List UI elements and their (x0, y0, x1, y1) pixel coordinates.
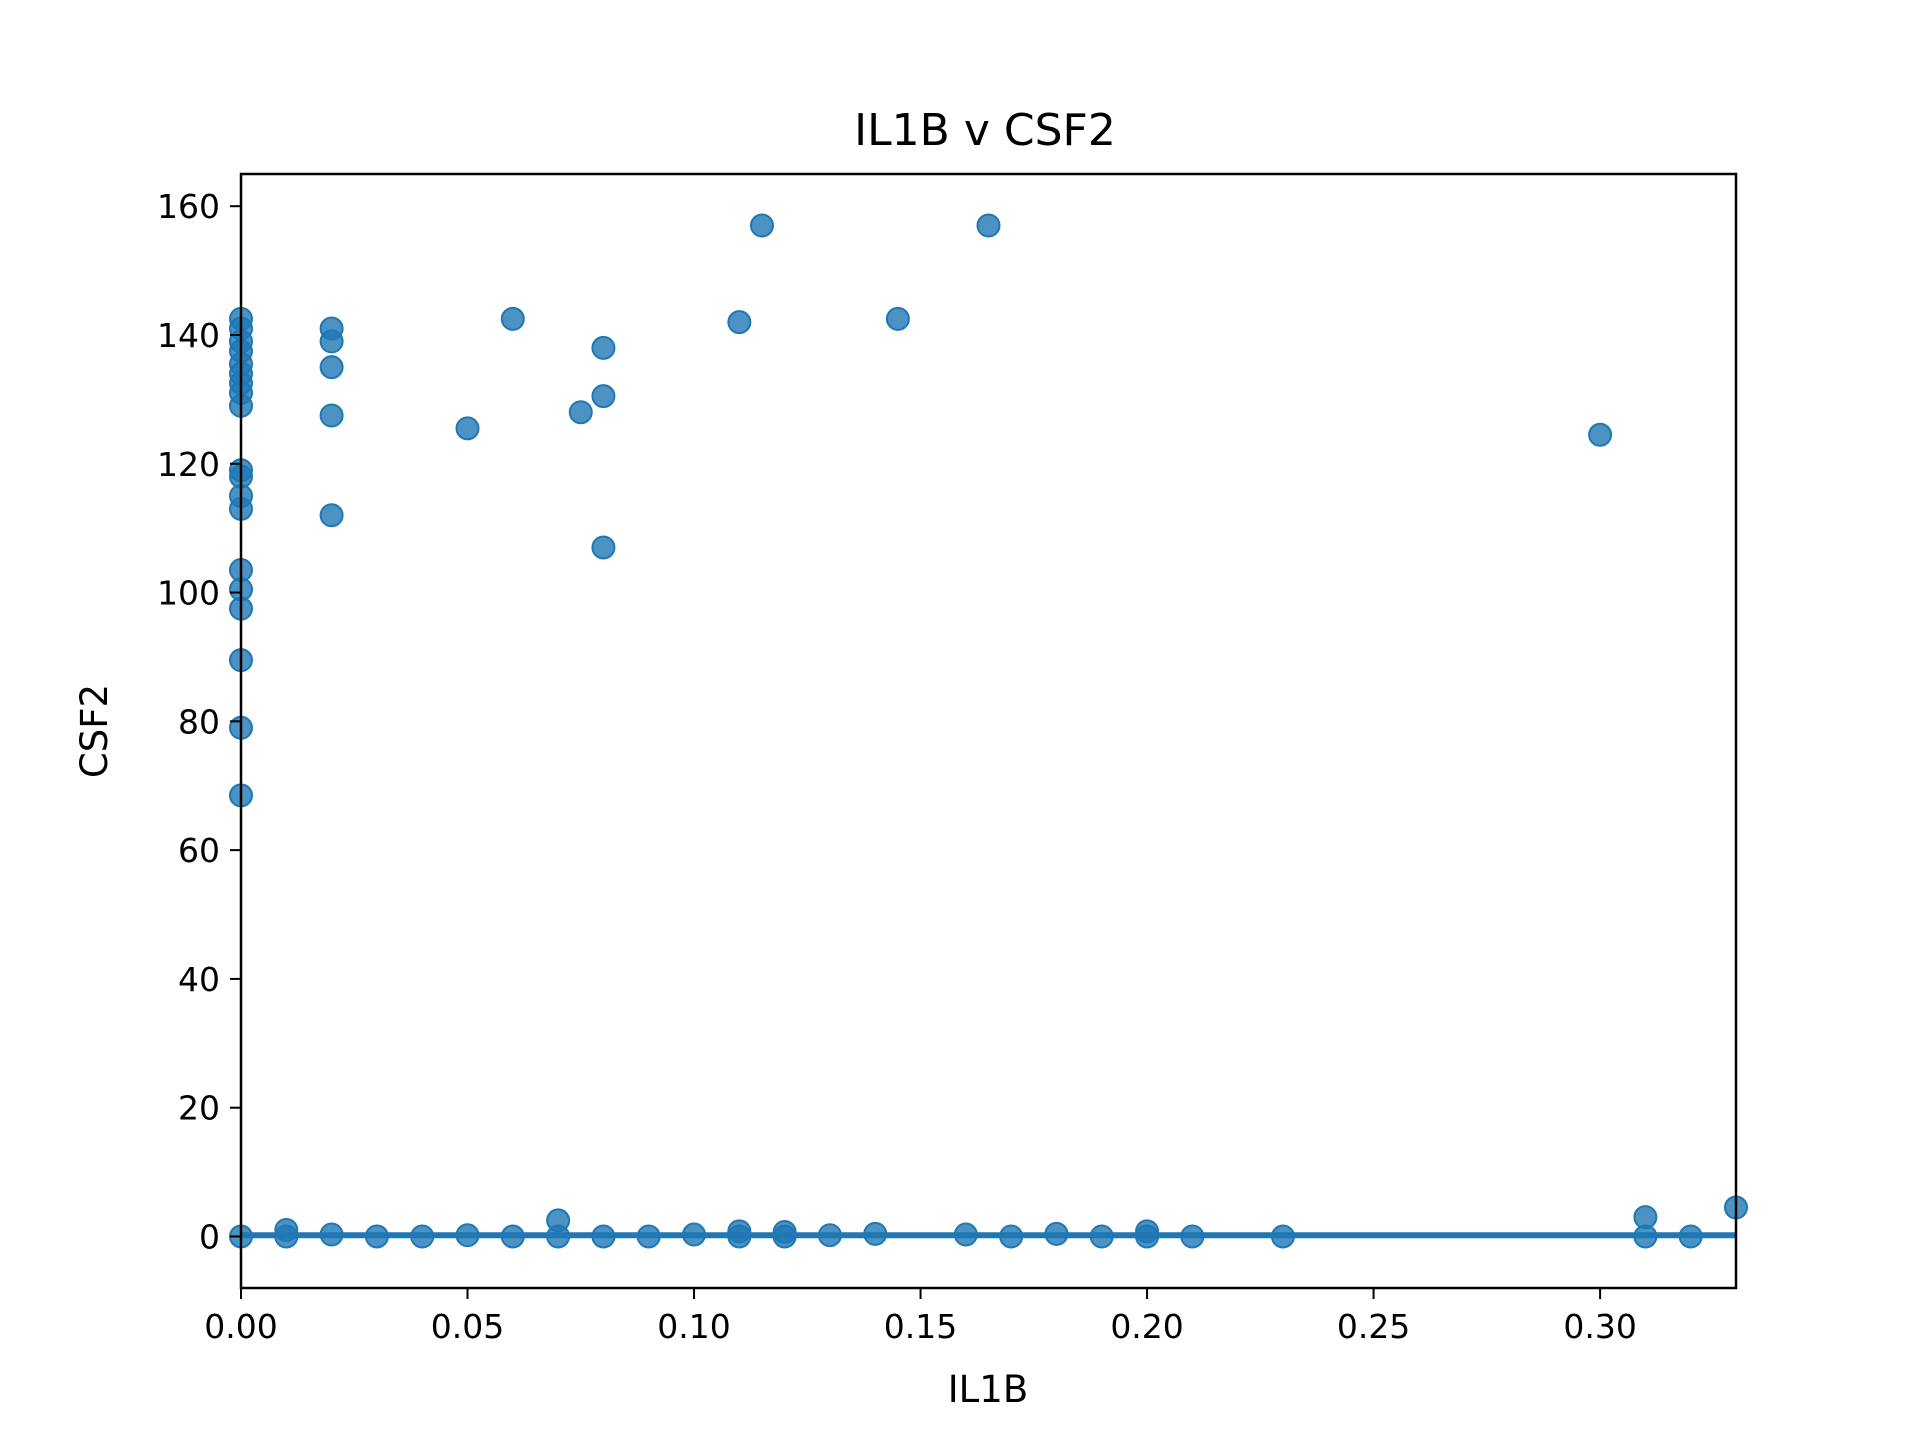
data-point (591, 535, 616, 560)
data-point (568, 400, 593, 425)
x-tick-label: 0.00 (204, 1307, 277, 1346)
data-point (591, 335, 616, 360)
data-point (1588, 422, 1613, 447)
y-axis: 0 20 40 60 80 100 120 140 160 (157, 187, 241, 1256)
data-point (727, 310, 752, 335)
data-point (976, 213, 1001, 238)
data-point (319, 503, 344, 528)
x-tick-label: 0.25 (1337, 1307, 1410, 1346)
y-tick-label: 60 (178, 831, 220, 870)
data-point (319, 355, 344, 380)
x-tick-label: 0.20 (1110, 1307, 1183, 1346)
x-axis-label: IL1B (948, 1368, 1028, 1411)
y-tick-label: 140 (157, 316, 220, 355)
y-tick-label: 160 (157, 187, 220, 226)
data-point (591, 384, 616, 409)
data-point (885, 306, 910, 331)
x-tick-label: 0.15 (884, 1307, 957, 1346)
data-point (500, 306, 525, 331)
data-point (749, 213, 774, 238)
data-point (319, 403, 344, 428)
y-tick-label: 0 (199, 1217, 220, 1256)
x-tick-label: 0.05 (431, 1307, 504, 1346)
plot-frame (239, 172, 1738, 1290)
y-tick-label: 120 (157, 445, 220, 484)
x-axis: 0.00 0.05 0.10 0.15 0.20 0.25 0.30 (204, 1288, 1637, 1346)
x-tick-label: 0.30 (1563, 1307, 1636, 1346)
y-axis-label: CSF2 (73, 684, 116, 778)
points-layer (229, 213, 1748, 1249)
x-tick-label: 0.10 (657, 1307, 730, 1346)
y-tick-label: 20 (178, 1089, 220, 1128)
y-tick-label: 100 (157, 574, 220, 613)
y-tick-label: 80 (178, 702, 220, 741)
data-point (455, 416, 480, 441)
data-point (319, 329, 344, 354)
y-tick-label: 40 (178, 960, 220, 999)
chart-title: IL1B v CSF2 (854, 105, 1116, 156)
